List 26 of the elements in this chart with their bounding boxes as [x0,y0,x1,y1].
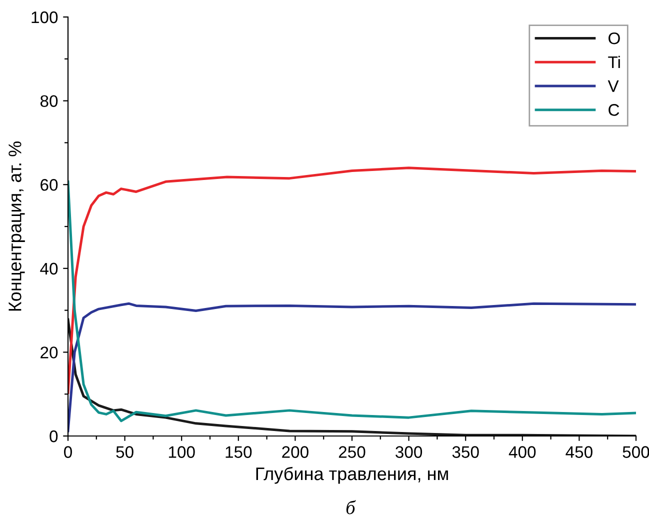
x-tick-label: 250 [338,446,366,458]
legend-label: V [608,80,619,92]
x-tick-label: 350 [452,446,479,458]
line-series [68,166,636,394]
x-tick-label: 500 [622,446,649,458]
y-tick-label: 40 [40,262,58,275]
x-tick-label: 450 [566,446,592,458]
text: б [346,500,356,514]
x-tick-label: 400 [508,446,536,458]
x-tick-label: 200 [282,446,308,458]
y-tick-label: 80 [40,95,58,108]
x-axis-title: Глубина травления, нм [256,466,448,484]
legend-label: C [608,104,620,116]
x-tick-label: 100 [168,446,195,458]
y-tick-label: 100 [32,11,58,24]
legend-label: Ti [608,56,620,68]
x-tick-label: 0 [64,446,72,458]
x-tick-label: 300 [396,446,422,458]
x-tick-label: 50 [116,446,134,458]
y-tick-label: 60 [40,179,58,191]
legend-label: O [608,32,620,44]
line-series [68,180,636,422]
y-tick-label: 0 [50,430,58,442]
x-tick-label: 150 [226,446,252,458]
y-tick-label: 20 [40,346,58,358]
y-axis-title: Концентрация, ат. % [8,142,25,311]
